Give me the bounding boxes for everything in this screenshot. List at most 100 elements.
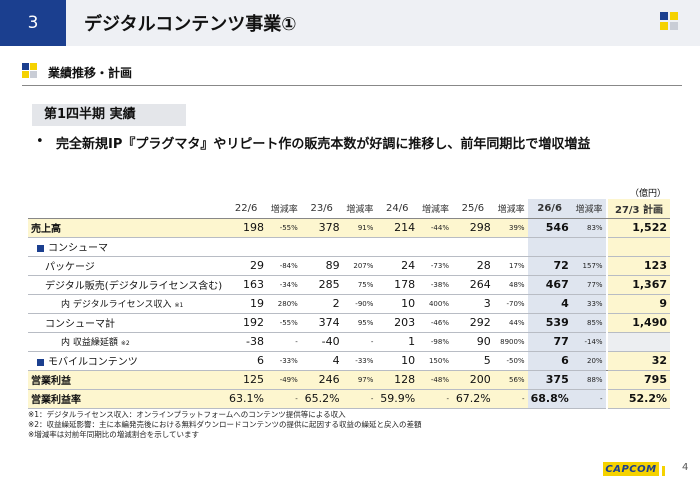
- rate-cell: 33%: [571, 294, 606, 314]
- value-cell: 10: [376, 351, 419, 371]
- bullet-square-icon: [37, 358, 44, 366]
- rate-cell: -: [342, 389, 377, 409]
- row-label: デジタル販売(デジタルライセンス含む): [28, 275, 226, 295]
- rate-cell: -49%: [266, 369, 301, 390]
- section-subtitle: 業績推移・計画: [48, 66, 133, 80]
- table-row: デジタル販売(デジタルライセンス含む) 163 -34% 285 75% 178 -38% 2…: [28, 275, 670, 295]
- row-label-text: 内 収益繰延額: [61, 338, 118, 348]
- rate-header: 増減率: [342, 199, 377, 219]
- value-cell: 4: [300, 351, 343, 371]
- value-cell: [376, 237, 419, 257]
- row-note: ※1: [174, 302, 184, 309]
- value-cell: 5: [451, 351, 494, 371]
- year-header-current: 26/6: [527, 199, 572, 219]
- rate-cell: 85%: [571, 313, 606, 333]
- footnote: ※1：デジタルライセンス収入：オンラインプラットフォームへのコンテンツ提供等によ…: [28, 410, 346, 419]
- table-row: 内 デジタルライセンス収入 ※1 19 280% 2 -90% 10 400% 3 -70% 4 33…: [28, 294, 670, 314]
- logo-accent: [662, 466, 665, 476]
- rate-cell: 48%: [493, 275, 528, 295]
- value-cell: 68.8%: [527, 389, 572, 409]
- table-header-row: 22/6 増減率 23/6 増減率 24/6 増減率 25/6 増減率 26/6…: [28, 199, 670, 219]
- value-cell: [300, 237, 343, 257]
- value-cell: 198: [225, 218, 267, 238]
- quarter-label: 第1四半期 実績: [32, 104, 186, 126]
- rate-cell: -38%: [418, 275, 452, 295]
- value-cell: 3: [451, 294, 494, 314]
- rate-cell: -34%: [266, 275, 301, 295]
- value-cell: 125: [225, 369, 267, 390]
- rate-cell: 56%: [493, 369, 528, 390]
- row-note: ※2: [120, 340, 130, 347]
- row-label-text: 営業利益率: [31, 395, 81, 406]
- year-header: 25/6: [451, 199, 494, 219]
- rate-cell: -: [418, 389, 452, 409]
- rate-cell: 97%: [342, 369, 377, 390]
- rate-cell: 8900%: [493, 332, 528, 352]
- rate-cell: [266, 237, 301, 257]
- row-label: 営業利益率: [28, 389, 226, 409]
- plan-cell: [608, 237, 670, 257]
- rate-cell: -: [266, 389, 301, 409]
- table-row: コンシューマ: [28, 237, 670, 257]
- header-bar: 3 デジタルコンテンツ事業①: [0, 0, 700, 46]
- value-cell: 19: [225, 294, 267, 314]
- subtitle-squares-icon: [22, 63, 38, 79]
- table-row: コンシューマ計 192 -55% 374 95% 203 -46% 292 44% 539 85% 1…: [28, 313, 670, 333]
- results-table: 22/6 増減率 23/6 増減率 24/6 増減率 25/6 増減率 26/6…: [28, 199, 670, 409]
- rate-header: 増減率: [418, 199, 452, 219]
- divider: [22, 85, 682, 86]
- value-cell: 128: [376, 369, 419, 390]
- rate-cell: [418, 237, 452, 257]
- table-row: パッケージ 29 -84% 89 207% 24 -73% 28 17% 72 157% 123: [28, 256, 670, 276]
- rate-cell: 88%: [571, 369, 606, 390]
- value-cell: 467: [527, 275, 572, 295]
- year-header: 22/6: [225, 199, 267, 219]
- rate-cell: -: [342, 332, 377, 352]
- rate-cell: 75%: [342, 275, 377, 295]
- footnote: ※増減率は対前年同期比の増減割合を示しています: [28, 430, 200, 439]
- value-cell: 292: [451, 313, 494, 333]
- plan-cell: 1,490: [608, 313, 670, 333]
- plan-cell: 795: [608, 369, 670, 390]
- value-cell: 89: [300, 256, 343, 276]
- rate-cell: -84%: [266, 256, 301, 276]
- value-cell: 298: [451, 218, 494, 238]
- row-label: コンシューマ計: [28, 313, 226, 333]
- value-cell: 285: [300, 275, 343, 295]
- value-cell: 374: [300, 313, 343, 333]
- plan-cell: 9: [608, 294, 670, 314]
- rate-cell: 150%: [418, 351, 452, 371]
- rate-cell: -33%: [266, 351, 301, 371]
- row-label: 内 収益繰延額 ※2: [28, 332, 226, 352]
- unit-label: （億円）: [630, 189, 667, 199]
- rate-cell: [571, 237, 606, 257]
- rate-cell: [342, 237, 377, 257]
- rate-cell: 83%: [571, 218, 606, 238]
- page-number: 4: [682, 462, 689, 473]
- value-cell: 77: [527, 332, 572, 352]
- row-label-text: コンシューマ: [48, 243, 108, 254]
- value-cell: 200: [451, 369, 494, 390]
- value-cell: 214: [376, 218, 419, 238]
- plan-cell: [608, 332, 670, 352]
- value-cell: -38: [225, 332, 267, 352]
- value-cell: 192: [225, 313, 267, 333]
- value-cell: 6: [527, 351, 572, 371]
- value-cell: 72: [527, 256, 572, 276]
- row-label-text: 売上高: [31, 224, 61, 235]
- section-number: 3: [0, 0, 66, 46]
- value-cell: 67.2%: [451, 389, 494, 409]
- rate-cell: 95%: [342, 313, 377, 333]
- rate-cell: 280%: [266, 294, 301, 314]
- value-cell: 6: [225, 351, 267, 371]
- rate-header: 増減率: [493, 199, 528, 219]
- rate-cell: -55%: [266, 313, 301, 333]
- value-cell: 264: [451, 275, 494, 295]
- rate-cell: -98%: [418, 332, 452, 352]
- year-header: 23/6: [300, 199, 343, 219]
- value-cell: 59.9%: [376, 389, 419, 409]
- bullet-square-icon: [37, 244, 44, 252]
- plan-cell: 32: [608, 351, 670, 371]
- value-cell: 546: [527, 218, 572, 238]
- table-row: 営業利益 125 -49% 246 97% 128 -48% 200 56% 375 88% 795: [28, 369, 670, 390]
